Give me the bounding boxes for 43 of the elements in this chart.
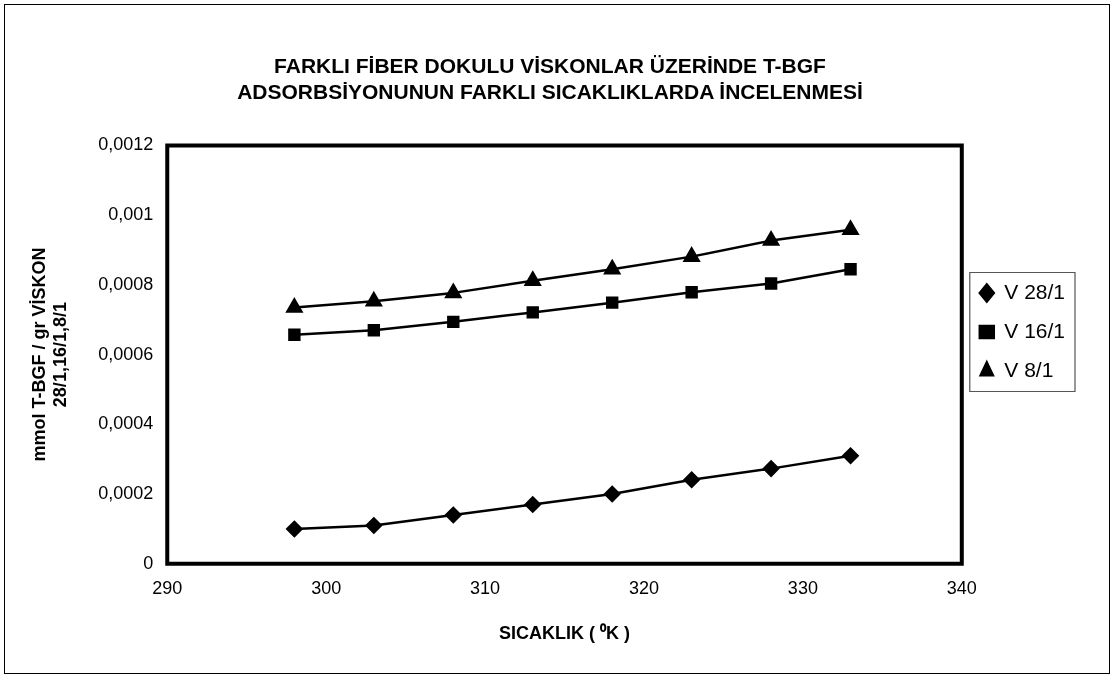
point [685,285,698,299]
legend-label: V 8/1 [1004,357,1054,381]
x-axis-title: SICAKLIK ( ⁰K ) [499,623,631,644]
y-tick-label: 0,0006 [98,343,154,364]
legend-label: V 28/1 [1004,279,1066,303]
legend-label: V 16/1 [1004,318,1066,342]
x-tick-label: 290 [152,577,183,598]
point [844,262,857,276]
point [842,220,859,236]
point [526,306,539,319]
y-tick-label: 0,0012 [98,134,154,155]
y-tick-label: 0,001 [108,204,154,225]
point [365,517,383,534]
y-tick-label: 0,0008 [98,273,154,294]
point [762,460,780,477]
point [683,471,700,489]
point [367,323,381,337]
point [524,271,541,286]
point [288,328,301,341]
point [445,506,462,524]
point [605,296,619,309]
x-tick-label: 340 [946,577,977,598]
y-tick-label: 0,0002 [98,483,154,504]
point [683,247,700,262]
y-tick-label: 0 [143,552,154,573]
x-tick-label: 310 [470,577,501,598]
y-axis-title: mmol T-BGF / gr VİSKON 28/1,16/1,8/1 [28,247,71,462]
point [604,259,621,275]
point [764,277,778,290]
point [365,292,383,307]
point [445,283,462,299]
point [842,447,859,464]
point [524,496,541,513]
point [447,315,460,329]
x-tick-label: 320 [628,577,659,598]
x-tick-label: 300 [311,577,342,598]
y-tick-label: 0,0004 [98,413,154,434]
point [286,520,303,538]
point [603,485,621,503]
point [762,231,780,246]
point [286,298,303,313]
chart-title: FARKLI FİBER DOKULU VİSKONLAR ÜZERİNDE T-BGF ADSORBSİYONUNUN FARKLI SICAKLIKLARDA İNCELENMESİ [237,54,863,103]
x-tick-label: 330 [787,577,818,598]
